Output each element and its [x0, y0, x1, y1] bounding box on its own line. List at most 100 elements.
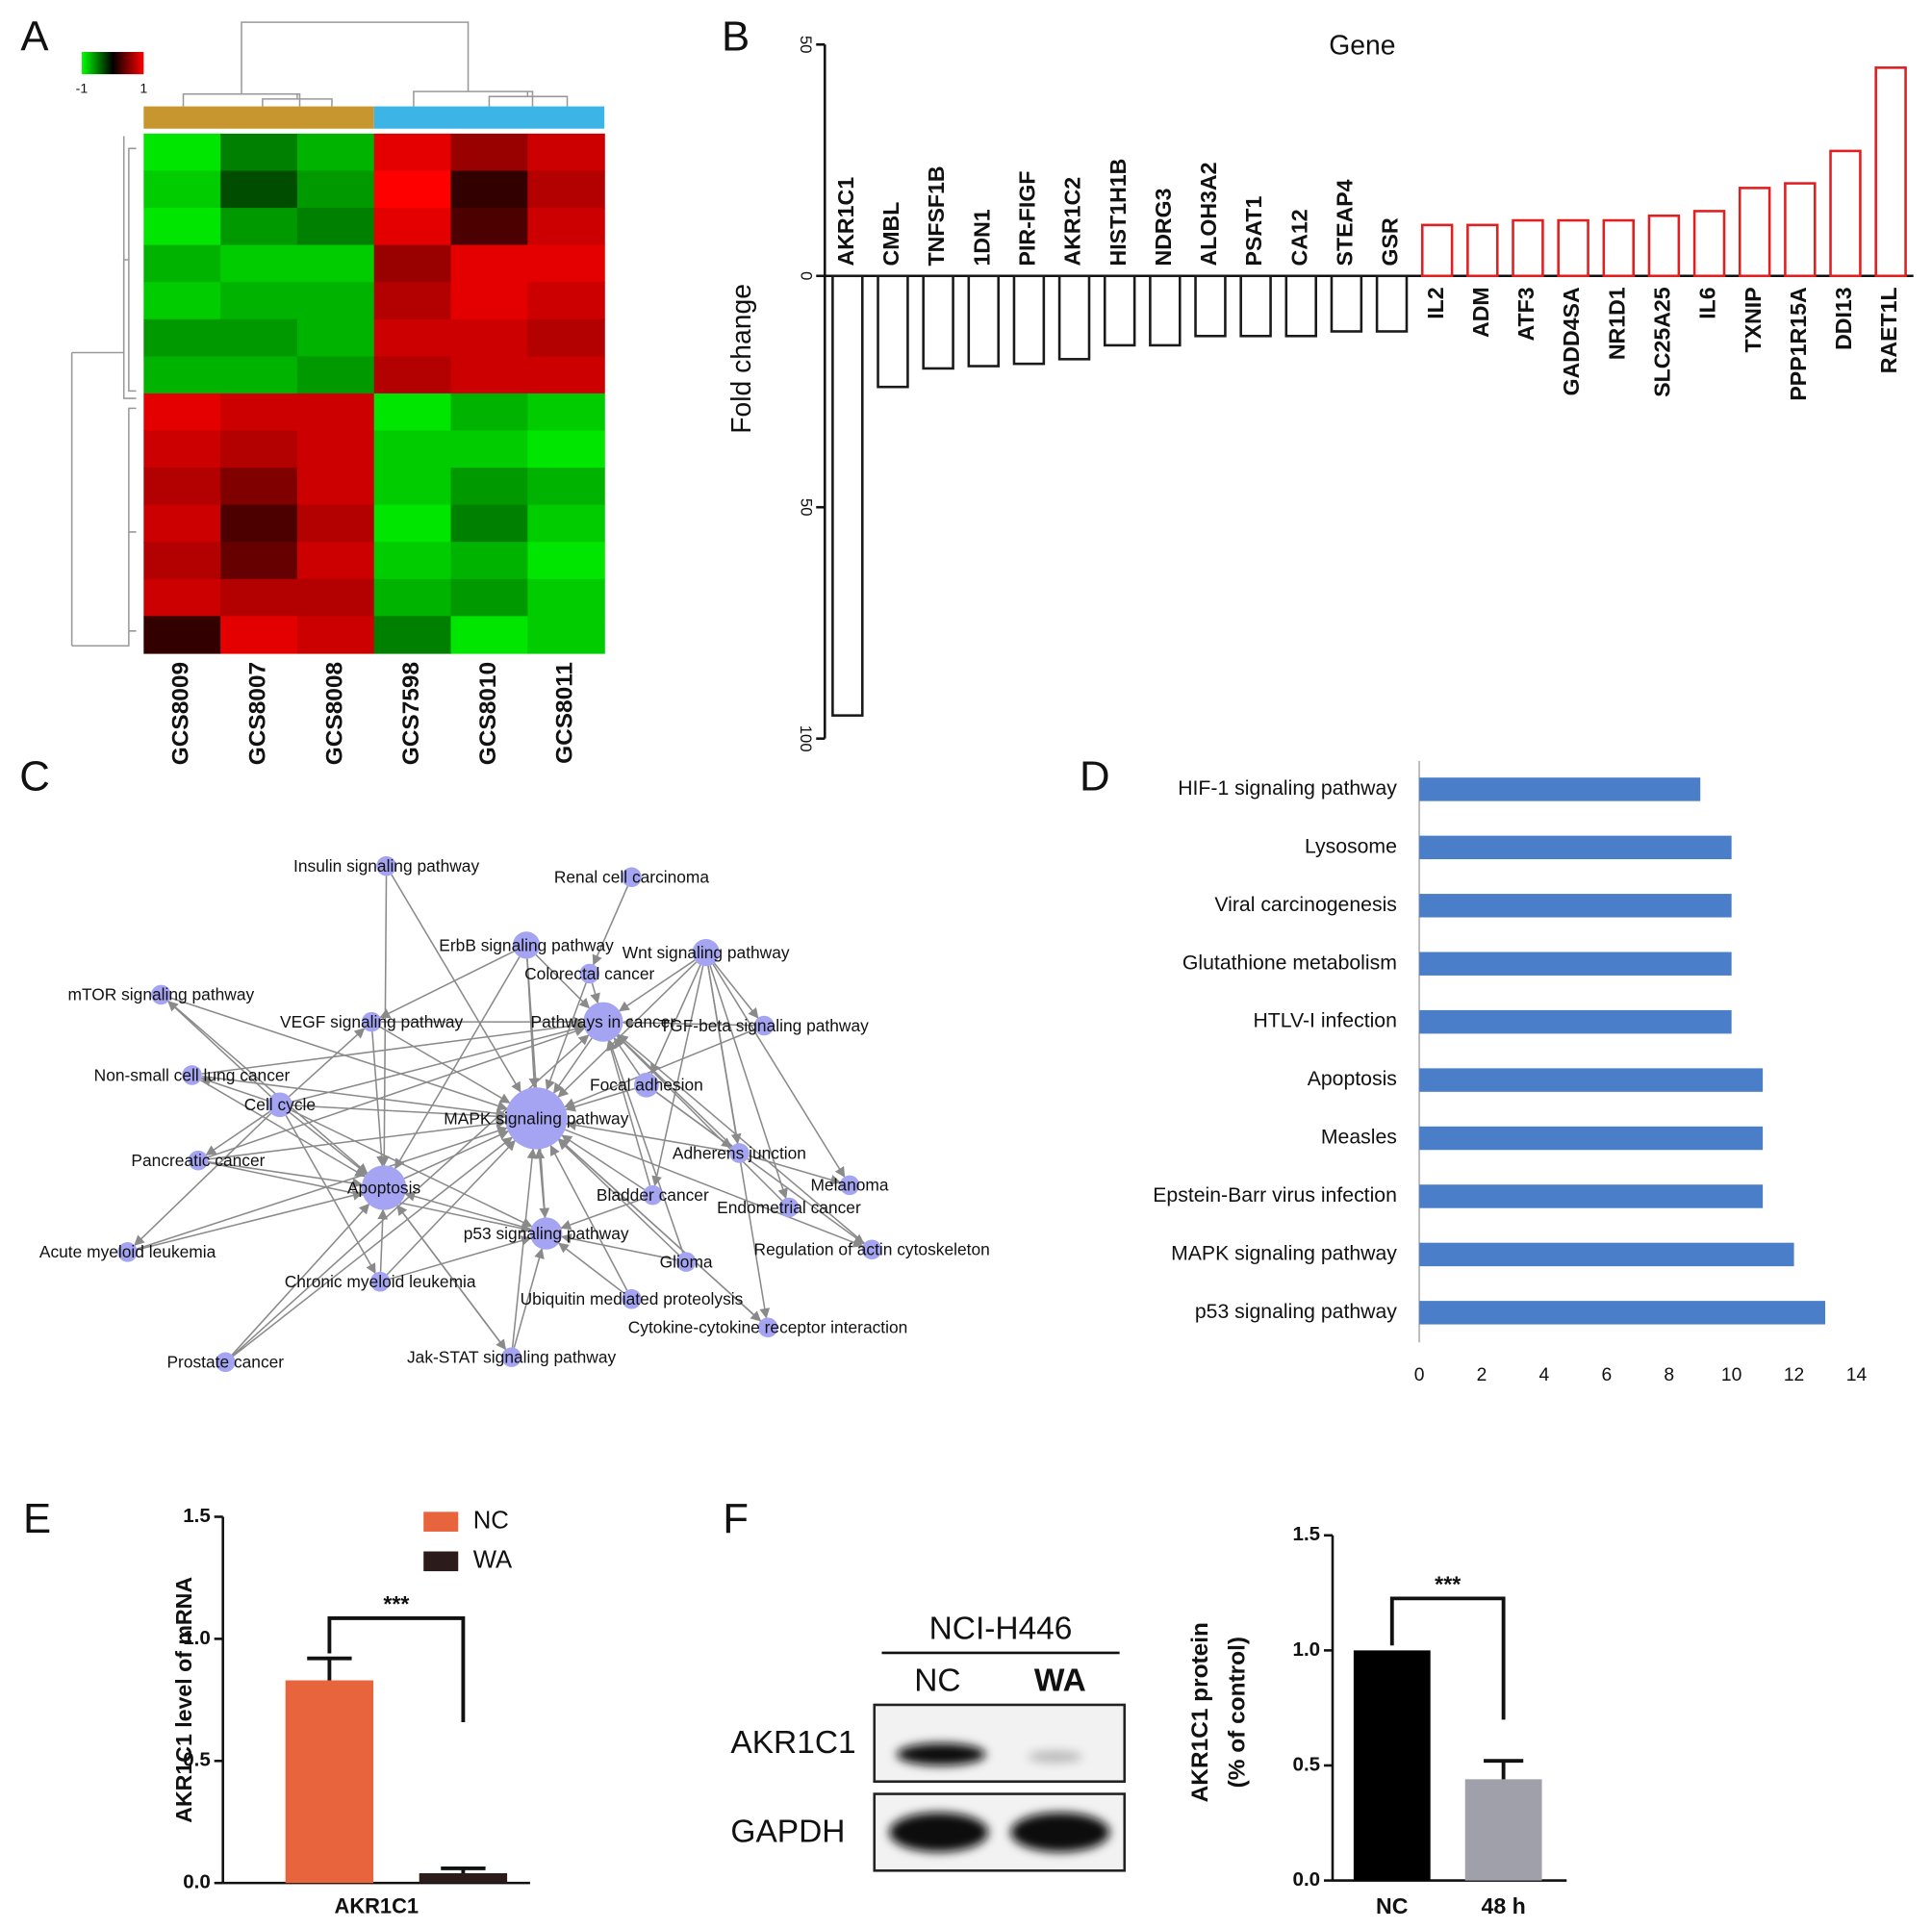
edge	[292, 1024, 585, 1103]
edge	[712, 963, 846, 1179]
node-label: Focal adhesion	[590, 1076, 703, 1095]
heatmap-cell	[373, 244, 452, 283]
node	[267, 1092, 292, 1118]
node	[182, 1065, 202, 1085]
heatmap-cell	[373, 170, 452, 209]
edge	[557, 961, 698, 1098]
y-tick-label: 0.5	[1293, 1753, 1321, 1775]
legend-label: NC	[473, 1507, 509, 1534]
bar	[1103, 274, 1136, 347]
edge	[391, 874, 521, 1093]
bar	[967, 274, 1000, 368]
bar	[877, 274, 909, 389]
y-axis-label: (% of control)	[1225, 1637, 1251, 1788]
category-label: Measles	[1321, 1127, 1397, 1149]
error-bar	[441, 1866, 486, 1873]
heatmap-cell	[450, 504, 528, 543]
node-label: Non-small cell lung cancer	[94, 1065, 291, 1084]
edge	[651, 965, 704, 1187]
heatmap-cell	[220, 430, 298, 469]
significance-label: ***	[383, 1591, 409, 1616]
heatmap-cell	[373, 208, 452, 246]
heatmap-cell	[373, 504, 452, 543]
node	[634, 1072, 659, 1098]
heatmap-cell	[527, 282, 605, 320]
edge	[207, 1026, 586, 1158]
heatmap-cell	[143, 542, 221, 580]
edge	[396, 1205, 507, 1351]
edge	[137, 1190, 364, 1251]
node	[729, 1143, 750, 1163]
y-tick-label: 0.5	[183, 1749, 211, 1771]
heatmap-cell	[296, 393, 375, 432]
node	[839, 1175, 860, 1196]
edge	[200, 1076, 268, 1102]
row-label: AKR1C1	[730, 1725, 855, 1761]
significance-bracket	[327, 1616, 466, 1722]
node-label: p53 signaling pathway	[464, 1224, 629, 1243]
bar	[831, 274, 864, 717]
edge	[707, 965, 771, 1319]
edge	[137, 1126, 508, 1250]
bar	[1784, 182, 1817, 278]
heatmap-cell	[143, 578, 221, 618]
x-tick-label: AKR1C1	[335, 1894, 419, 1918]
node-label: Apoptosis	[347, 1178, 421, 1197]
column-label: GCS8007	[244, 662, 270, 765]
heatmap-cell	[450, 468, 528, 506]
bar	[1419, 1301, 1826, 1325]
x-tick-label: 2	[1477, 1365, 1487, 1385]
colorbar-tick-label: -1	[76, 80, 89, 95]
bar	[1419, 1242, 1794, 1267]
category-label: HTLV-I infection	[1253, 1010, 1396, 1032]
heatmap-cell	[296, 430, 375, 469]
edge	[655, 1091, 865, 1245]
heatmap-cell	[450, 542, 528, 580]
heatmap-cell	[527, 318, 605, 357]
western-blot	[873, 1651, 1127, 1872]
heatmap-cell	[373, 430, 452, 469]
panel-letter: E	[23, 1495, 51, 1542]
category-label: IL2	[1423, 287, 1448, 318]
bar	[285, 1680, 374, 1884]
y-tick-label: 1.0	[1293, 1638, 1321, 1661]
edge	[565, 1129, 864, 1248]
heatmap-cell	[450, 578, 528, 618]
colorbar	[81, 52, 144, 75]
heatmap-cell	[220, 504, 298, 543]
error-bar	[307, 1656, 352, 1681]
node-label: Wnt signaling pathway	[623, 943, 790, 962]
heatmap-cell	[373, 356, 452, 394]
edge	[201, 1075, 507, 1119]
category-label: HIST1H1B	[1106, 159, 1131, 267]
edge	[592, 885, 629, 966]
bar	[1239, 274, 1272, 338]
heatmap-cell	[143, 504, 221, 543]
x-tick-label: 12	[1784, 1365, 1804, 1385]
category-label: TNFSF1B	[924, 165, 949, 266]
y-tick-label: 50	[797, 36, 815, 54]
edge	[607, 1039, 684, 1254]
heatmap-cell	[527, 468, 605, 506]
bar	[1149, 274, 1182, 347]
bar	[1829, 149, 1862, 278]
chart-title: Gene	[1329, 29, 1395, 60]
heatmap-cell	[373, 616, 452, 654]
heatmap-cell	[220, 616, 298, 654]
category-label: Lysosome	[1305, 835, 1397, 857]
category-label: ADM	[1468, 287, 1493, 338]
column-label: GCS8009	[168, 662, 194, 765]
category-label: PPP1R15A	[1786, 287, 1811, 401]
heatmap-cell	[373, 133, 452, 172]
heatmap-cell	[527, 542, 605, 580]
node-label: Pancreatic cancer	[131, 1151, 265, 1170]
edge	[511, 1148, 538, 1348]
column-label: GCS7598	[398, 662, 424, 765]
edge	[394, 956, 521, 1170]
node	[861, 1239, 882, 1260]
bar	[1419, 777, 1701, 801]
node-label: Melanoma	[810, 1176, 888, 1195]
heatmap-cell	[296, 542, 375, 580]
